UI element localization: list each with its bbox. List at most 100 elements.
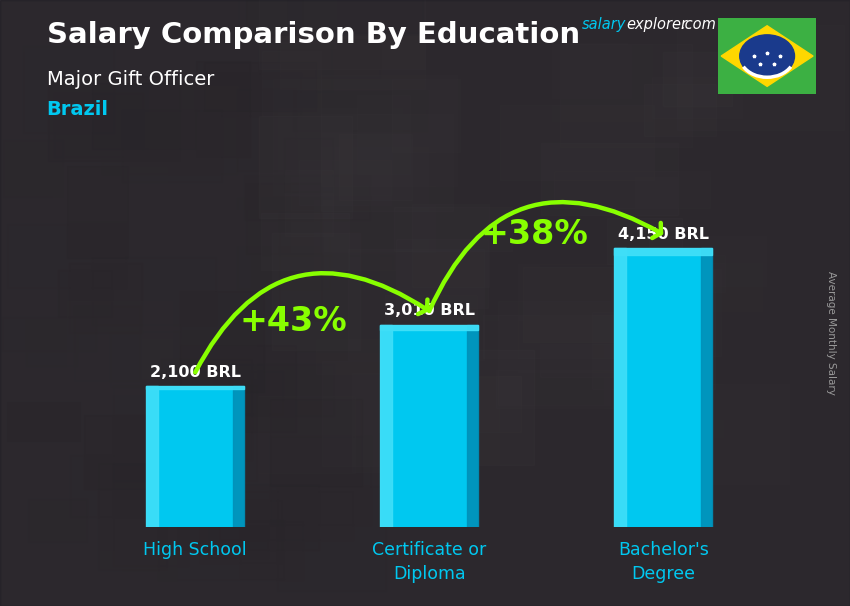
Bar bbox=[244, 175, 371, 220]
Bar bbox=[122, 110, 222, 182]
Bar bbox=[259, 116, 352, 218]
Bar bbox=[66, 165, 128, 258]
Bar bbox=[279, 212, 322, 321]
Bar bbox=[258, 39, 380, 78]
Bar bbox=[27, 499, 87, 542]
Bar bbox=[198, 73, 301, 116]
Bar bbox=[553, 171, 710, 208]
Bar bbox=[23, 46, 114, 133]
Bar bbox=[74, 306, 140, 381]
Bar bbox=[92, 257, 216, 325]
Text: .com: .com bbox=[680, 17, 716, 32]
Bar bbox=[644, 84, 717, 136]
Bar bbox=[83, 415, 180, 490]
Bar bbox=[396, 239, 488, 308]
Text: +38%: +38% bbox=[481, 218, 588, 251]
Bar bbox=[146, 386, 158, 527]
Bar bbox=[379, 376, 521, 432]
Bar bbox=[523, 267, 688, 342]
Bar bbox=[284, 138, 332, 192]
Bar bbox=[112, 385, 257, 481]
Bar bbox=[322, 361, 438, 466]
Text: salary: salary bbox=[582, 17, 626, 32]
Bar bbox=[315, 339, 408, 375]
Bar bbox=[652, 78, 742, 118]
Bar bbox=[272, 233, 360, 350]
Bar bbox=[614, 248, 626, 527]
Bar bbox=[274, 79, 392, 196]
Bar bbox=[565, 43, 627, 78]
Bar bbox=[98, 464, 167, 570]
Bar bbox=[88, 0, 150, 61]
Bar bbox=[113, 464, 188, 566]
Bar bbox=[287, 0, 423, 33]
Bar bbox=[162, 402, 286, 434]
Bar bbox=[158, 71, 309, 123]
Bar bbox=[285, 170, 333, 236]
Bar bbox=[467, 325, 479, 527]
Bar bbox=[653, 255, 725, 291]
Bar bbox=[500, 105, 654, 180]
Bar bbox=[320, 147, 428, 251]
Bar bbox=[560, 44, 692, 147]
Text: Salary Comparison By Education: Salary Comparison By Education bbox=[47, 21, 580, 49]
Bar bbox=[166, 318, 212, 407]
Bar bbox=[162, 359, 252, 459]
Bar bbox=[259, 0, 425, 68]
Bar bbox=[663, 52, 732, 105]
Bar bbox=[246, 0, 303, 35]
Text: Major Gift Officer: Major Gift Officer bbox=[47, 70, 214, 88]
Bar bbox=[394, 207, 512, 251]
Bar bbox=[54, 167, 167, 220]
Bar bbox=[115, 407, 196, 453]
Bar bbox=[280, 36, 425, 89]
Bar bbox=[385, 295, 477, 339]
Bar bbox=[541, 143, 677, 215]
Bar bbox=[149, 493, 221, 562]
Bar bbox=[611, 270, 715, 390]
Bar bbox=[194, 210, 319, 245]
Bar bbox=[71, 455, 173, 517]
Bar bbox=[380, 325, 479, 527]
Bar bbox=[380, 325, 392, 527]
Bar bbox=[97, 361, 157, 424]
Bar bbox=[412, 350, 534, 465]
Bar bbox=[635, 176, 715, 230]
Bar bbox=[275, 230, 404, 328]
Polygon shape bbox=[721, 26, 813, 87]
Text: 3,010 BRL: 3,010 BRL bbox=[383, 304, 475, 319]
Bar bbox=[552, 44, 652, 121]
Bar bbox=[348, 249, 484, 360]
Bar bbox=[418, 377, 499, 464]
Bar bbox=[339, 133, 412, 199]
Bar bbox=[146, 386, 244, 527]
Bar bbox=[357, 95, 410, 174]
Bar bbox=[282, 511, 381, 551]
Bar bbox=[321, 75, 457, 185]
Text: 2,100 BRL: 2,100 BRL bbox=[150, 365, 241, 380]
Bar bbox=[61, 241, 144, 308]
Bar bbox=[540, 344, 688, 377]
Bar bbox=[293, 90, 428, 131]
Bar bbox=[270, 399, 362, 486]
Bar bbox=[179, 345, 297, 431]
Bar bbox=[380, 325, 479, 330]
Bar bbox=[496, 370, 640, 408]
Bar bbox=[241, 259, 350, 347]
Bar bbox=[26, 318, 77, 367]
Bar bbox=[110, 331, 250, 387]
Bar bbox=[630, 262, 762, 311]
Bar bbox=[149, 86, 238, 173]
Bar bbox=[7, 402, 80, 441]
Bar bbox=[498, 301, 609, 405]
Text: Average Monthly Salary: Average Monthly Salary bbox=[826, 271, 836, 395]
Bar bbox=[360, 64, 491, 109]
Bar bbox=[642, 384, 789, 484]
Bar bbox=[270, 436, 371, 525]
Bar bbox=[677, 25, 844, 130]
Bar bbox=[290, 0, 379, 27]
Bar bbox=[238, 0, 285, 37]
Bar bbox=[207, 526, 269, 558]
Bar bbox=[607, 218, 683, 264]
Bar bbox=[14, 0, 87, 51]
